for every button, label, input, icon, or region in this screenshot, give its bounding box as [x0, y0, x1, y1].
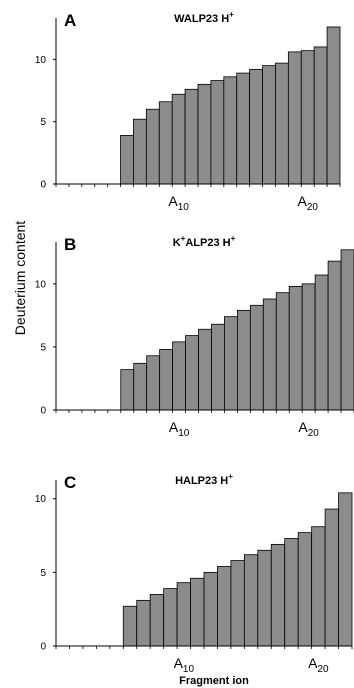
- bar: [176, 582, 191, 647]
- bar: [203, 571, 218, 647]
- panel-title: K+ALP23 H+: [173, 234, 236, 249]
- bar: [184, 88, 199, 185]
- bar: [236, 309, 251, 411]
- x-tick-label: A20: [298, 419, 319, 439]
- shared-y-axis-label: Deuterium content: [12, 221, 28, 336]
- bar: [158, 101, 173, 185]
- bar: [120, 134, 134, 185]
- bar: [324, 508, 339, 647]
- bar: [311, 526, 326, 647]
- bar: [133, 362, 148, 411]
- bar: [313, 46, 328, 185]
- bar: [275, 292, 290, 411]
- y-tick-label: 10: [35, 55, 47, 66]
- y-tick-label: 5: [40, 117, 46, 128]
- bar: [262, 65, 276, 185]
- bar: [149, 594, 165, 647]
- y-tick-label: 0: [40, 406, 46, 417]
- y-tick-label: 10: [35, 279, 47, 290]
- y-tick-label: 0: [40, 180, 46, 191]
- bar: [210, 80, 225, 185]
- panel-letter: A: [64, 11, 76, 30]
- bar: [243, 554, 259, 647]
- bar: [257, 549, 272, 647]
- bar: [190, 577, 205, 647]
- bar: [230, 560, 245, 647]
- y-tick-label: 5: [40, 568, 46, 579]
- bar: [197, 83, 212, 185]
- bar: [326, 26, 341, 185]
- panel-letter: C: [64, 473, 76, 492]
- bar: [133, 118, 147, 185]
- bar: [122, 605, 138, 647]
- bar: [288, 285, 303, 411]
- bar: [270, 543, 286, 647]
- bar: [198, 328, 212, 411]
- bar: [163, 588, 178, 647]
- panel-a: 0 5 10 A10 A20 A WALP23 H+: [35, 10, 341, 213]
- bar: [236, 72, 251, 185]
- bar: [185, 335, 199, 411]
- bar: [262, 298, 277, 411]
- bar: [314, 274, 329, 411]
- bar: [146, 355, 161, 411]
- panel-letter: B: [64, 235, 76, 254]
- bar: [145, 108, 160, 185]
- y-tick-label: 0: [40, 642, 46, 653]
- bar: [340, 249, 354, 411]
- bar: [287, 51, 302, 185]
- bar: [159, 349, 174, 411]
- x-tick-label: A10: [168, 193, 189, 213]
- bar: [338, 492, 353, 647]
- panel-c: 0 5 10 A10 A20 C HALP23 H+ Fragment ion: [35, 472, 353, 687]
- x-tick-label: A10: [174, 655, 195, 675]
- bar: [217, 566, 232, 647]
- bar: [297, 532, 313, 647]
- x-tick-label: A20: [297, 193, 318, 213]
- x-tick-label: A10: [169, 419, 190, 439]
- bar: [284, 538, 299, 647]
- bar: [120, 369, 135, 411]
- x-tick-label: A20: [308, 655, 329, 675]
- bar: [171, 93, 186, 185]
- bar: [301, 283, 316, 411]
- bar: [249, 304, 264, 411]
- y-tick-label: 5: [40, 342, 46, 353]
- bar: [275, 62, 289, 185]
- bar: [172, 341, 186, 411]
- bar: [300, 50, 315, 185]
- bar: [327, 260, 342, 411]
- bar: [249, 68, 263, 185]
- panel-title: HALP23 H+: [175, 472, 233, 487]
- panel-b: 0 5 10 A10 A20 B K+ALP23 H+: [35, 234, 354, 439]
- x-axis-label: Fragment ion: [179, 675, 249, 687]
- y-tick-label: 10: [35, 494, 47, 505]
- bar: [136, 599, 151, 647]
- bar: [224, 316, 238, 411]
- panel-title: WALP23 H+: [174, 10, 234, 25]
- bar: [223, 76, 238, 185]
- bar: [211, 323, 225, 411]
